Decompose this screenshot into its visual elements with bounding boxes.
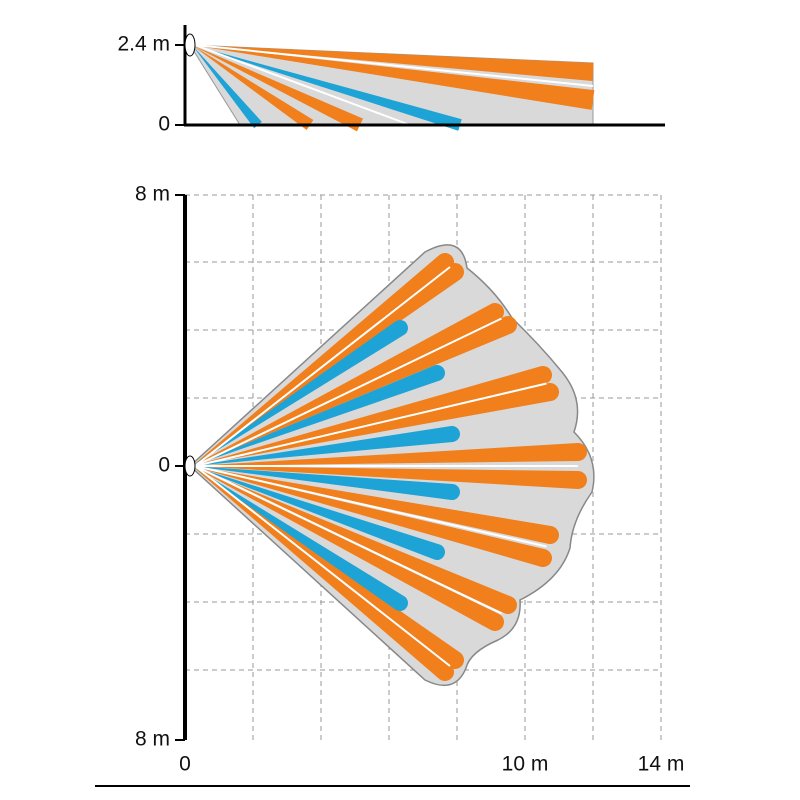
beam	[192, 365, 552, 466]
side-view: 2.4 m 0	[117, 25, 665, 136]
center-label: 0	[158, 454, 170, 477]
bottom-label: 8 m	[135, 728, 170, 751]
beam	[192, 45, 262, 129]
beam	[192, 45, 595, 110]
beam	[192, 45, 462, 131]
beam-gap	[194, 44, 594, 87]
x-label: 14 m	[638, 753, 685, 776]
side-beams	[192, 44, 595, 132]
beam-gap	[194, 317, 502, 467]
beam	[192, 320, 408, 466]
beam	[192, 45, 314, 130]
beam	[192, 466, 408, 611]
beam	[192, 466, 587, 489]
top-view: 8 m 0 8 m 0 10 m 14 m	[95, 183, 690, 787]
beam-gap	[194, 44, 411, 126]
beam	[192, 253, 455, 466]
beam	[192, 466, 460, 500]
beam	[192, 466, 504, 631]
sensor	[184, 33, 196, 57]
beam-gap	[194, 465, 502, 615]
beam-gap	[194, 382, 547, 467]
zero-label: 0	[158, 113, 170, 136]
beam	[192, 443, 587, 466]
x-label: 0	[179, 753, 191, 776]
beam-gap	[194, 266, 451, 467]
height-label: 2.4 m	[117, 33, 170, 56]
beam	[192, 466, 445, 560]
beam	[192, 365, 445, 466]
beam-gap	[194, 465, 547, 548]
beam	[192, 45, 364, 132]
beam	[192, 466, 454, 681]
beam	[192, 45, 594, 81]
beam	[192, 426, 460, 466]
beam	[192, 466, 553, 568]
top-label: 8 m	[135, 183, 170, 206]
beam	[192, 303, 504, 466]
sensor	[184, 455, 196, 477]
x-label: 10 m	[502, 753, 549, 776]
beam-gap	[194, 465, 451, 667]
top-beams	[192, 253, 587, 681]
